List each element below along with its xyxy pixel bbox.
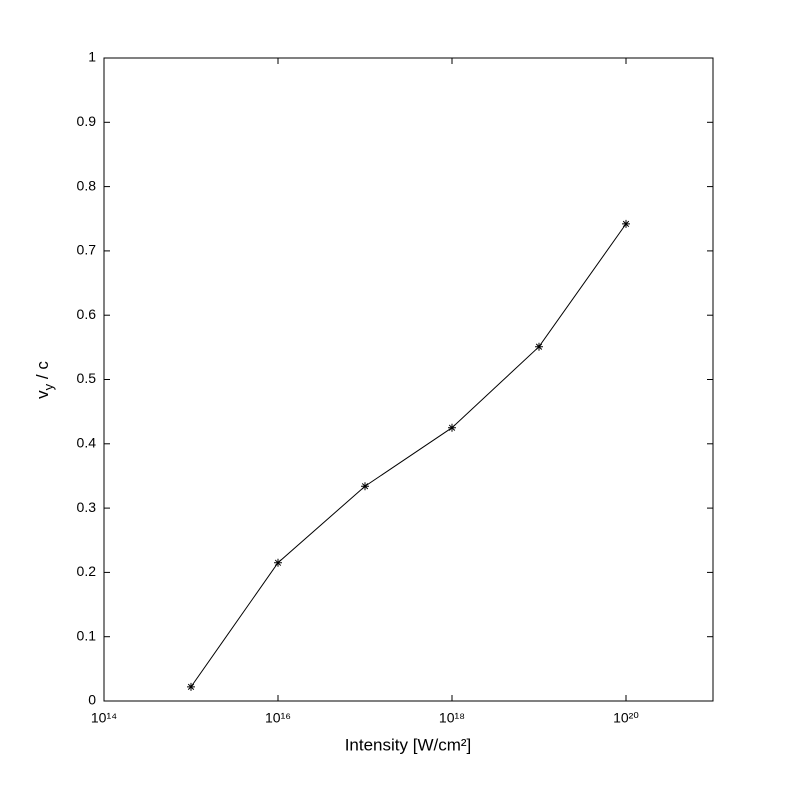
y-tick-label: 0.3 bbox=[77, 499, 97, 515]
y-tick-label: 0 bbox=[88, 692, 96, 708]
y-axis-label: vy / c bbox=[33, 361, 56, 399]
y-tick-label: 0.8 bbox=[77, 177, 97, 193]
x-tick-label: 10¹⁶ bbox=[265, 710, 291, 726]
y-tick-label: 1 bbox=[88, 49, 96, 65]
data-marker bbox=[361, 482, 369, 491]
data-marker bbox=[622, 219, 630, 228]
series-line bbox=[190, 223, 627, 688]
y-tick-label: 0.5 bbox=[77, 370, 97, 386]
data-marker bbox=[448, 423, 456, 432]
y-tick-label: 0.1 bbox=[77, 627, 97, 643]
y-tick-label: 0.9 bbox=[77, 113, 97, 129]
y-tick-label: 0.6 bbox=[77, 306, 97, 322]
x-tick-label: 10¹⁸ bbox=[439, 710, 465, 726]
data-marker bbox=[187, 682, 195, 691]
y-tick-label: 0.4 bbox=[77, 435, 97, 451]
data-marker bbox=[274, 558, 282, 567]
x-tick-label: 10¹⁴ bbox=[91, 710, 117, 726]
y-tick-label: 0.2 bbox=[77, 563, 97, 579]
data-marker bbox=[535, 342, 543, 351]
x-axis-label: Intensity [W/cm²] bbox=[345, 735, 472, 754]
y-tick-label: 0.7 bbox=[77, 242, 97, 258]
x-tick-label: 10²⁰ bbox=[613, 710, 639, 726]
